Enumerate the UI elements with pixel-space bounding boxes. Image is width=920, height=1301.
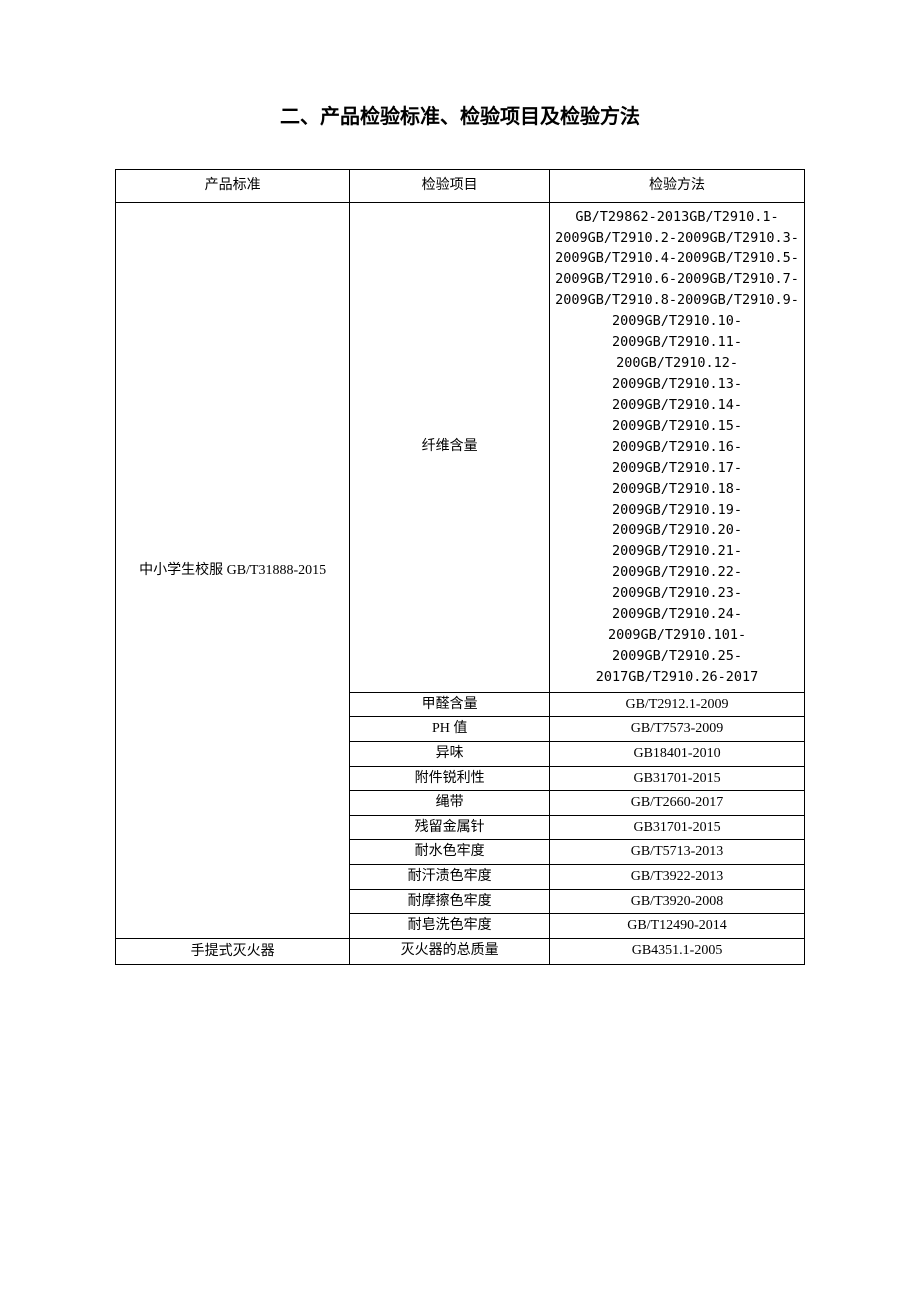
table-header-row: 产品标准 检验项目 检验方法 <box>116 170 805 203</box>
inspection-item-cell: 纤维含量 <box>350 202 550 692</box>
inspection-method-cell: GB/T2660-2017 <box>550 791 805 816</box>
inspection-method-cell: GB/T7573-2009 <box>550 717 805 742</box>
inspection-item-cell: 耐皂洗色牢度 <box>350 914 550 939</box>
inspection-item-cell: 耐汗渍色牢度 <box>350 864 550 889</box>
table-row: 手提式灭火器 灭火器的总质量 GB4351.1-2005 <box>116 938 805 964</box>
header-product-standard: 产品标准 <box>116 170 350 203</box>
inspection-item-cell: PH 值 <box>350 717 550 742</box>
product-standard-cell: 手提式灭火器 <box>116 938 350 964</box>
inspection-method-cell: GB/T29862-2013GB/T2910.1-2009GB/T2910.2-… <box>550 202 805 692</box>
inspection-method-cell: GB18401-2010 <box>550 741 805 766</box>
inspection-item-cell: 绳带 <box>350 791 550 816</box>
inspection-method-cell: GB/T3922-2013 <box>550 864 805 889</box>
table-row: 中小学生校服 GB/T31888-2015 纤维含量 GB/T29862-201… <box>116 202 805 692</box>
header-inspection-item: 检验项目 <box>350 170 550 203</box>
inspection-method-cell: GB/T3920-2008 <box>550 889 805 914</box>
inspection-method-cell: GB4351.1-2005 <box>550 938 805 964</box>
header-inspection-method: 检验方法 <box>550 170 805 203</box>
inspection-method-cell: GB31701-2015 <box>550 766 805 791</box>
inspection-method-cell: GB/T12490-2014 <box>550 914 805 939</box>
inspection-item-cell: 甲醛含量 <box>350 692 550 717</box>
inspection-standards-table: 产品标准 检验项目 检验方法 中小学生校服 GB/T31888-2015 纤维含… <box>115 169 805 965</box>
inspection-item-cell: 残留金属针 <box>350 815 550 840</box>
inspection-method-cell: GB/T2912.1-2009 <box>550 692 805 717</box>
inspection-item-cell: 耐水色牢度 <box>350 840 550 865</box>
product-standard-cell: 中小学生校服 GB/T31888-2015 <box>116 202 350 938</box>
inspection-item-cell: 灭火器的总质量 <box>350 938 550 964</box>
inspection-method-cell: GB31701-2015 <box>550 815 805 840</box>
inspection-item-cell: 附件锐利性 <box>350 766 550 791</box>
page-title: 二、产品检验标准、检验项目及检验方法 <box>115 100 805 129</box>
inspection-item-cell: 异味 <box>350 741 550 766</box>
inspection-method-cell: GB/T5713-2013 <box>550 840 805 865</box>
inspection-item-cell: 耐摩擦色牢度 <box>350 889 550 914</box>
